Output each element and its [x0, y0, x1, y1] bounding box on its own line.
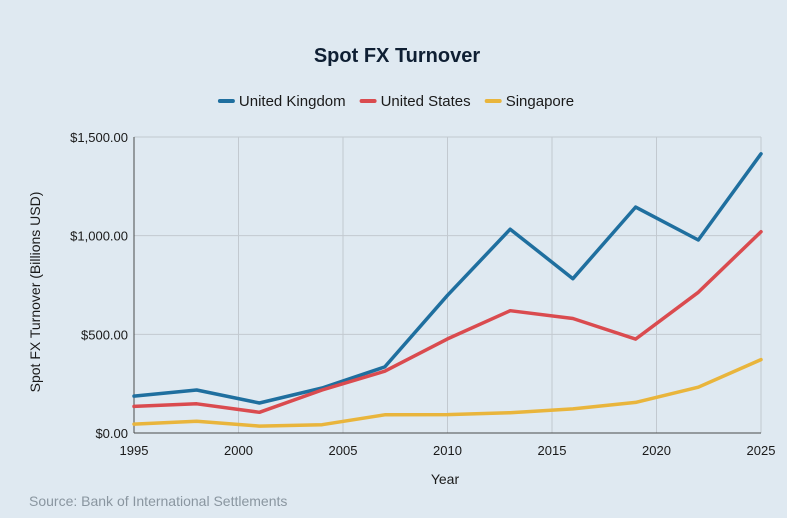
- x-tick-label: 2000: [224, 443, 253, 458]
- y-tick-label: $0.00: [95, 426, 128, 441]
- legend-label: United States: [381, 93, 471, 110]
- x-tick-label: 1995: [120, 443, 149, 458]
- x-tick-label: 2020: [642, 443, 671, 458]
- series-line-singapore: [132, 357, 763, 428]
- x-tick-label: 2010: [433, 443, 462, 458]
- tick-labels: 1995 2000 2005 2010 2015 2020 2025 $0.00 $500.00…: [70, 130, 775, 458]
- x-tick-label: 2025: [747, 443, 776, 458]
- series-line-united-kingdom: [132, 152, 763, 405]
- x-axis-title: Year: [431, 471, 460, 487]
- series-line-united-states: [132, 229, 763, 415]
- legend: United Kingdom United States Singapore: [217, 93, 574, 110]
- chart-title: Spot FX Turnover: [314, 45, 481, 67]
- legend-item-united-kingdom[interactable]: United Kingdom: [217, 93, 346, 110]
- legend-item-united-states[interactable]: United States: [359, 93, 471, 110]
- legend-label: United Kingdom: [239, 93, 346, 110]
- y-tick-label: $1,500.00: [70, 130, 128, 145]
- axes: [133, 137, 761, 434]
- y-tick-label: $500.00: [81, 327, 128, 342]
- legend-label: Singapore: [506, 93, 574, 110]
- grid: [133, 136, 762, 434]
- y-tick-label: $1,000.00: [70, 229, 128, 244]
- x-tick-label: 2015: [538, 443, 567, 458]
- source-note: Source: Bank of International Settlement…: [29, 493, 287, 509]
- y-axis-title: Spot FX Turnover (Billions USD): [27, 192, 43, 393]
- legend-item-singapore[interactable]: Singapore: [484, 93, 574, 110]
- series-layer: [132, 152, 763, 428]
- x-tick-label: 2005: [329, 443, 358, 458]
